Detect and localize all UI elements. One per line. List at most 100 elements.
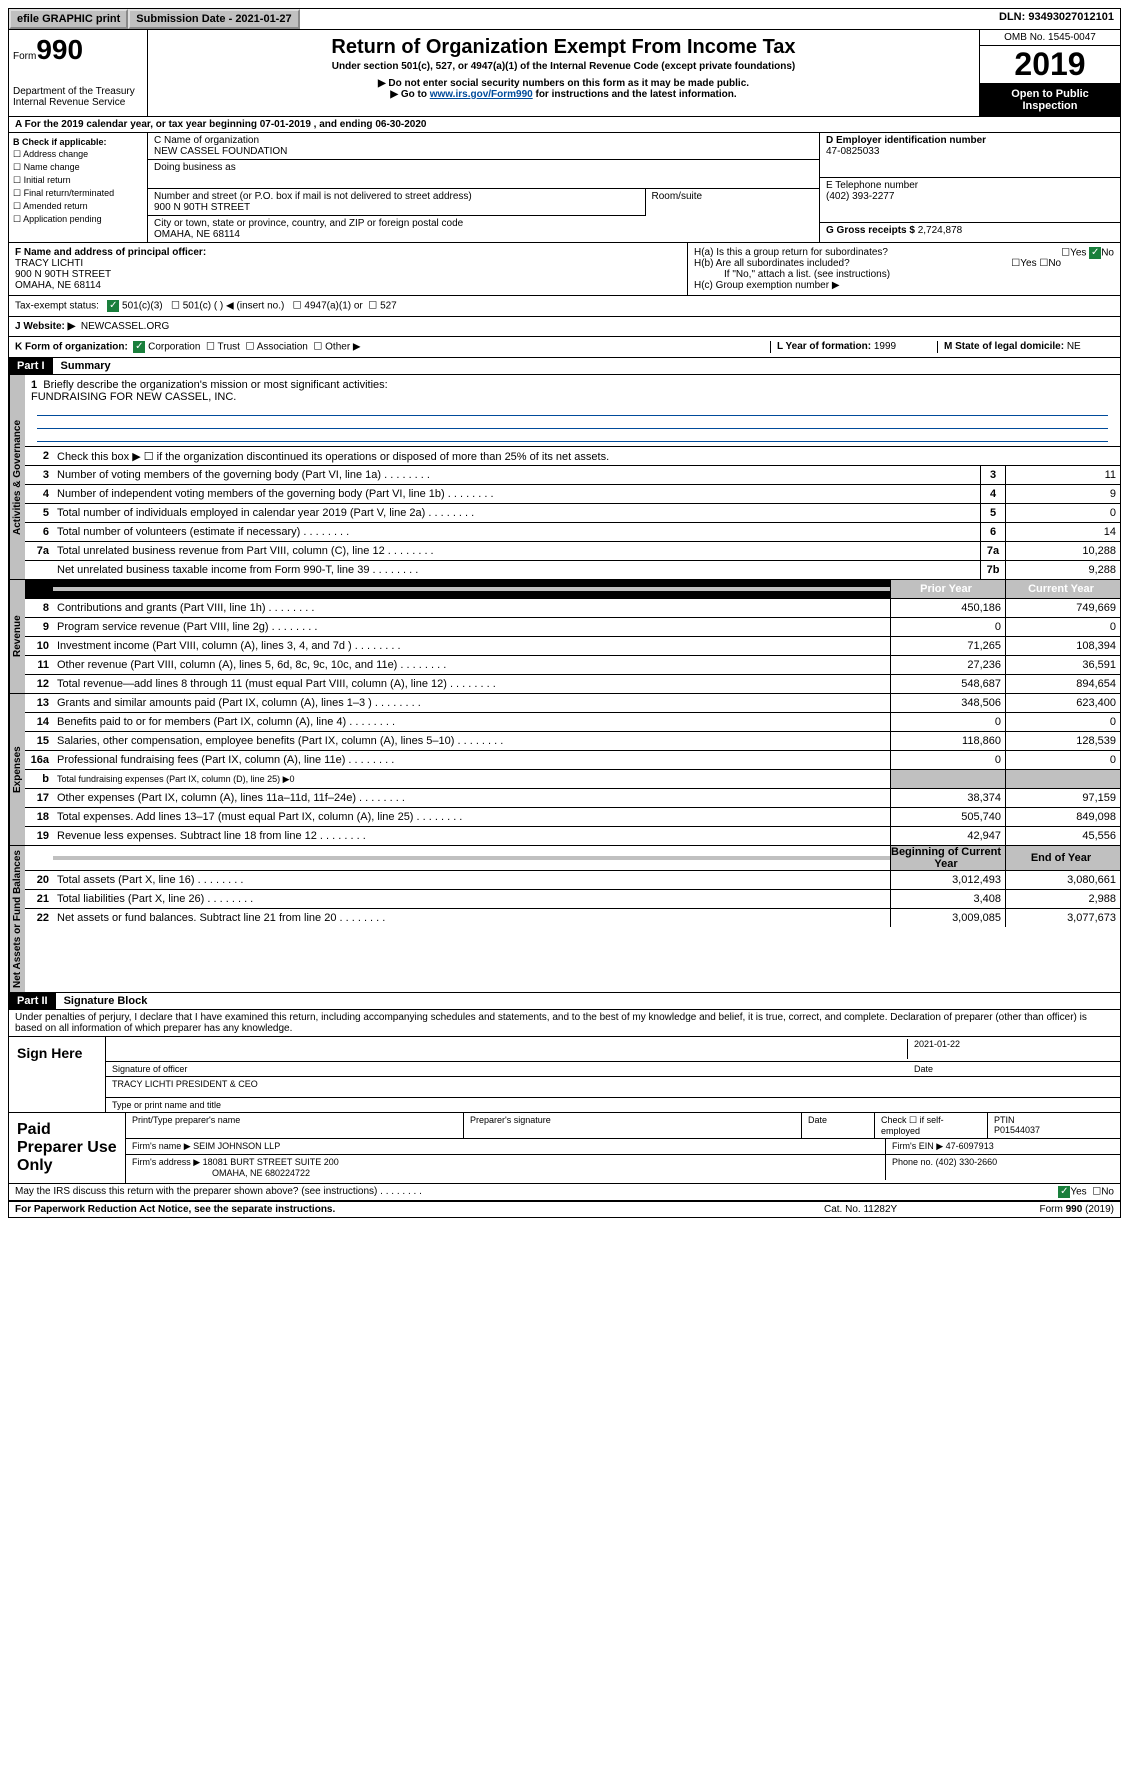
omb-number: OMB No. 1545-0047 [980,30,1120,46]
summary-line: 10Investment income (Part VIII, column (… [25,637,1120,656]
efile-print-button[interactable]: efile GRAPHIC print [9,9,128,29]
summary-line: 4Number of independent voting members of… [25,485,1120,504]
summary-line: 16aProfessional fundraising fees (Part I… [25,751,1120,770]
tab-expenses: Expenses [9,694,25,845]
org-name-label: C Name of organization [154,135,813,146]
summary-line: bTotal fundraising expenses (Part IX, co… [25,770,1120,789]
mission-text: FUNDRAISING FOR NEW CASSEL, INC. [31,391,236,403]
website-value: NEWCASSEL.ORG [81,321,169,332]
dba-label: Doing business as [154,162,813,173]
paid-preparer-block: Paid Preparer Use Only Print/Type prepar… [8,1113,1121,1184]
form-ref: Form 990 (2019) [974,1204,1114,1215]
ptin-value: P01544037 [994,1125,1040,1135]
officer-label: F Name and address of principal officer: [15,247,681,258]
open-to-public: Open to Public Inspection [980,84,1120,116]
gross-receipts-value: 2,724,878 [918,225,963,236]
col-end-year: End of Year [1005,846,1120,870]
department-label: Department of the Treasury Internal Reve… [13,86,143,108]
check-name-change[interactable]: ☐ Name change [13,162,143,173]
form-note-1: ▶ Do not enter social security numbers o… [152,78,975,89]
firm-name: SEIM JOHNSON LLP [193,1141,280,1151]
paid-preparer-label: Paid Preparer Use Only [9,1113,126,1183]
summary-line: 5Total number of individuals employed in… [25,504,1120,523]
summary-governance: Activities & Governance 1 Briefly descri… [8,375,1121,580]
city-value: OMAHA, NE 68114 [154,229,813,240]
firm-phone: (402) 330-2660 [936,1157,998,1167]
prep-sig-label: Preparer's signature [464,1113,802,1138]
check-address-change[interactable]: ☐ Address change [13,149,143,160]
summary-line: 15Salaries, other compensation, employee… [25,732,1120,751]
officer-street: 900 N 90TH STREET [15,269,681,280]
prep-name-label: Print/Type preparer's name [126,1113,464,1138]
form-subtitle: Under section 501(c), 527, or 4947(a)(1)… [152,61,975,72]
perjury-text: Under penalties of perjury, I declare th… [8,1010,1121,1037]
form-number: 990 [36,34,83,65]
summary-line: 13Grants and similar amounts paid (Part … [25,694,1120,713]
submission-date-button[interactable]: Submission Date - 2021-01-27 [128,9,299,29]
box-c: C Name of organization NEW CASSEL FOUNDA… [148,133,819,242]
check-icon: ✓ [133,341,145,353]
section-a-taxyear: A For the 2019 calendar year, or tax yea… [8,117,1121,133]
firm-city: OMAHA, NE 680224722 [132,1168,310,1178]
instructions-link[interactable]: www.irs.gov/Form990 [430,89,533,100]
klm-row: K Form of organization: ✓ Corporation ☐ … [8,337,1121,358]
h-b-note: If "No," attach a list. (see instruction… [694,269,1114,280]
summary-netassets: Net Assets or Fund Balances Beginning of… [8,846,1121,993]
officer-name: TRACY LICHTI [15,258,681,269]
summary-line: 17Other expenses (Part IX, column (A), l… [25,789,1120,808]
summary-line: 7aTotal unrelated business revenue from … [25,542,1120,561]
phone-label: E Telephone number [826,180,1114,191]
firm-ein: 47-6097913 [946,1141,994,1151]
q1-text: Briefly describe the organization's miss… [43,379,387,391]
h-c: H(c) Group exemption number ▶ [694,280,1114,291]
check-icon: ✓ [1058,1186,1070,1198]
sign-here-label: Sign Here [9,1037,106,1112]
summary-line: 19Revenue less expenses. Subtract line 1… [25,827,1120,845]
col-prior-year: Prior Year [890,580,1005,598]
fh-block: F Name and address of principal officer:… [8,243,1121,296]
summary-line: 12Total revenue—add lines 8 through 11 (… [25,675,1120,693]
check-initial-return[interactable]: ☐ Initial return [13,175,143,186]
summary-line: 20Total assets (Part X, line 16)3,012,49… [25,871,1120,890]
summary-line: 3Number of voting members of the governi… [25,466,1120,485]
summary-expenses: Expenses 13Grants and similar amounts pa… [8,694,1121,846]
form-note-2: ▶ Go to www.irs.gov/Form990 for instruct… [152,89,975,100]
ein-value: 47-0825033 [826,146,1114,157]
sign-date: 2021-01-22 [908,1039,1114,1059]
box-f: F Name and address of principal officer:… [9,243,687,295]
col-begin-year: Beginning of Current Year [890,846,1005,870]
spacer [300,9,993,29]
check-amended[interactable]: ☐ Amended return [13,201,143,212]
tab-revenue: Revenue [9,580,25,693]
summary-line: 22Net assets or fund balances. Subtract … [25,909,1120,927]
check-final-return[interactable]: ☐ Final return/terminated [13,188,143,199]
tax-year: 2019 [980,46,1120,84]
street-label: Number and street (or P.O. box if mail i… [154,191,639,202]
h-a: H(a) Is this a group return for subordin… [694,247,1114,258]
col-current-year: Current Year [1005,580,1120,598]
officer-printed-name: TRACY LICHTI PRESIDENT & CEO [112,1079,258,1095]
box-deg: D Employer identification number 47-0825… [819,133,1120,242]
footer-row: For Paperwork Reduction Act Notice, see … [8,1201,1121,1218]
summary-line: 9Program service revenue (Part VIII, lin… [25,618,1120,637]
check-icon: ✓ [107,300,119,312]
h-b: H(b) Are all subordinates included? ☐Yes… [694,258,1114,269]
summary-line: Net unrelated business taxable income fr… [25,561,1120,579]
org-name: NEW CASSEL FOUNDATION [154,146,813,157]
dln-label: DLN: 93493027012101 [993,9,1120,29]
form-header: Form990 Department of the Treasury Inter… [8,30,1121,117]
irs-discuss-row: May the IRS discuss this return with the… [8,1184,1121,1201]
box-b: B Check if applicable: ☐ Address change … [9,133,148,242]
self-employed-check[interactable]: Check ☐ if self-employed [875,1113,988,1138]
check-application-pending[interactable]: ☐ Application pending [13,214,143,225]
name-title-label: Type or print name and title [112,1100,221,1110]
summary-line: 8Contributions and grants (Part VIII, li… [25,599,1120,618]
date-label: Date [914,1064,1114,1074]
summary-revenue: Revenue Prior Year Current Year 8Contrib… [8,580,1121,694]
summary-line: 11Other revenue (Part VIII, column (A), … [25,656,1120,675]
q2-text: Check this box ▶ ☐ if the organization d… [53,448,1120,465]
prep-date-label: Date [802,1113,875,1138]
summary-line: 18Total expenses. Add lines 13–17 (must … [25,808,1120,827]
summary-line: 6Total number of volunteers (estimate if… [25,523,1120,542]
room-label: Room/suite [652,191,814,202]
